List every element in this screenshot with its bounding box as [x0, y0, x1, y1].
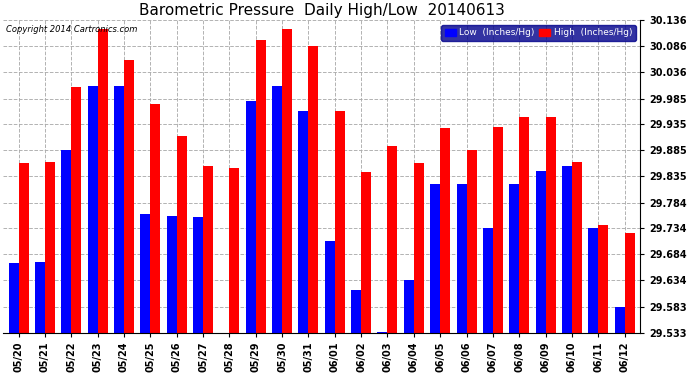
Bar — [430, 184, 440, 333]
Bar — [177, 136, 187, 333]
Legend: Low  (Inches/Hg), High  (Inches/Hg): Low (Inches/Hg), High (Inches/Hg) — [442, 25, 636, 41]
Bar — [325, 241, 335, 333]
Bar — [8, 262, 19, 333]
Bar — [98, 28, 108, 333]
Bar — [546, 117, 555, 333]
Bar — [335, 111, 345, 333]
Bar — [493, 127, 503, 333]
Bar — [71, 87, 81, 333]
Bar — [272, 86, 282, 333]
Bar — [466, 150, 477, 333]
Bar — [483, 228, 493, 333]
Bar — [246, 101, 256, 333]
Bar — [193, 217, 203, 333]
Bar — [140, 214, 150, 333]
Bar — [535, 171, 546, 333]
Bar — [615, 307, 624, 333]
Text: Copyright 2014 Cartronics.com: Copyright 2014 Cartronics.com — [6, 25, 137, 34]
Bar — [229, 168, 239, 333]
Bar — [520, 117, 529, 333]
Bar — [414, 163, 424, 333]
Bar — [388, 146, 397, 333]
Bar — [167, 216, 177, 333]
Bar — [351, 290, 361, 333]
Bar — [598, 225, 609, 333]
Bar — [45, 162, 55, 333]
Bar — [457, 184, 466, 333]
Bar — [509, 184, 520, 333]
Bar — [562, 166, 572, 333]
Bar — [572, 162, 582, 333]
Bar — [61, 150, 71, 333]
Bar — [124, 60, 134, 333]
Bar — [440, 128, 450, 333]
Bar — [19, 163, 28, 333]
Bar — [589, 228, 598, 333]
Bar — [361, 172, 371, 333]
Title: Barometric Pressure  Daily High/Low  20140613: Barometric Pressure Daily High/Low 20140… — [139, 3, 504, 18]
Bar — [298, 111, 308, 333]
Bar — [88, 86, 98, 333]
Bar — [256, 40, 266, 333]
Bar — [404, 280, 414, 333]
Bar — [308, 46, 319, 333]
Bar — [35, 262, 45, 333]
Bar — [203, 166, 213, 333]
Bar — [282, 28, 292, 333]
Bar — [377, 332, 388, 333]
Bar — [150, 104, 160, 333]
Bar — [624, 233, 635, 333]
Bar — [114, 86, 124, 333]
